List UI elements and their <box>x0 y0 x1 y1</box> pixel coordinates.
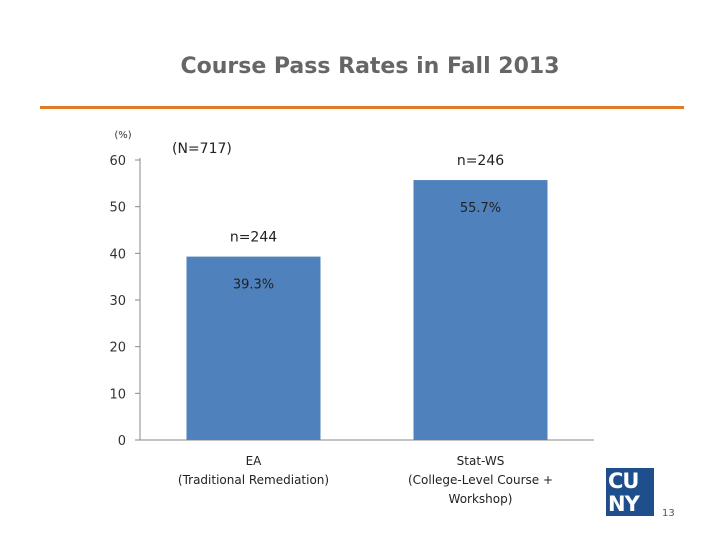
y-axis-unit-label: (%) <box>114 130 131 141</box>
bar-n-label: n=246 <box>457 153 504 169</box>
cuny-logo: CU NY <box>606 468 654 516</box>
total-n-note: (N=717) <box>172 141 232 157</box>
slide-title: Course Pass Rates in Fall 2013 <box>180 54 560 79</box>
y-tick-label: 20 <box>109 341 126 356</box>
bar-value-label: 55.7% <box>460 201 501 216</box>
category-label: Stat-WS (College-Level Course + Workshop) <box>408 454 553 506</box>
y-tick-label: 40 <box>109 247 126 262</box>
bar-n-label: n=244 <box>230 230 277 246</box>
title-underline <box>40 106 684 109</box>
y-tick-label: 60 <box>109 154 126 169</box>
bar-1 <box>186 256 321 440</box>
category-label: EA (Traditional Remediation) <box>178 454 329 487</box>
page-number: 13 <box>662 508 675 519</box>
bar-2 <box>413 180 548 441</box>
y-tick-label: 10 <box>109 387 126 402</box>
y-tick-label: 50 <box>109 201 126 216</box>
y-tick-label: 30 <box>109 294 126 309</box>
bar-value-label: 39.3% <box>233 278 274 293</box>
y-tick-label: 0 <box>118 434 126 449</box>
